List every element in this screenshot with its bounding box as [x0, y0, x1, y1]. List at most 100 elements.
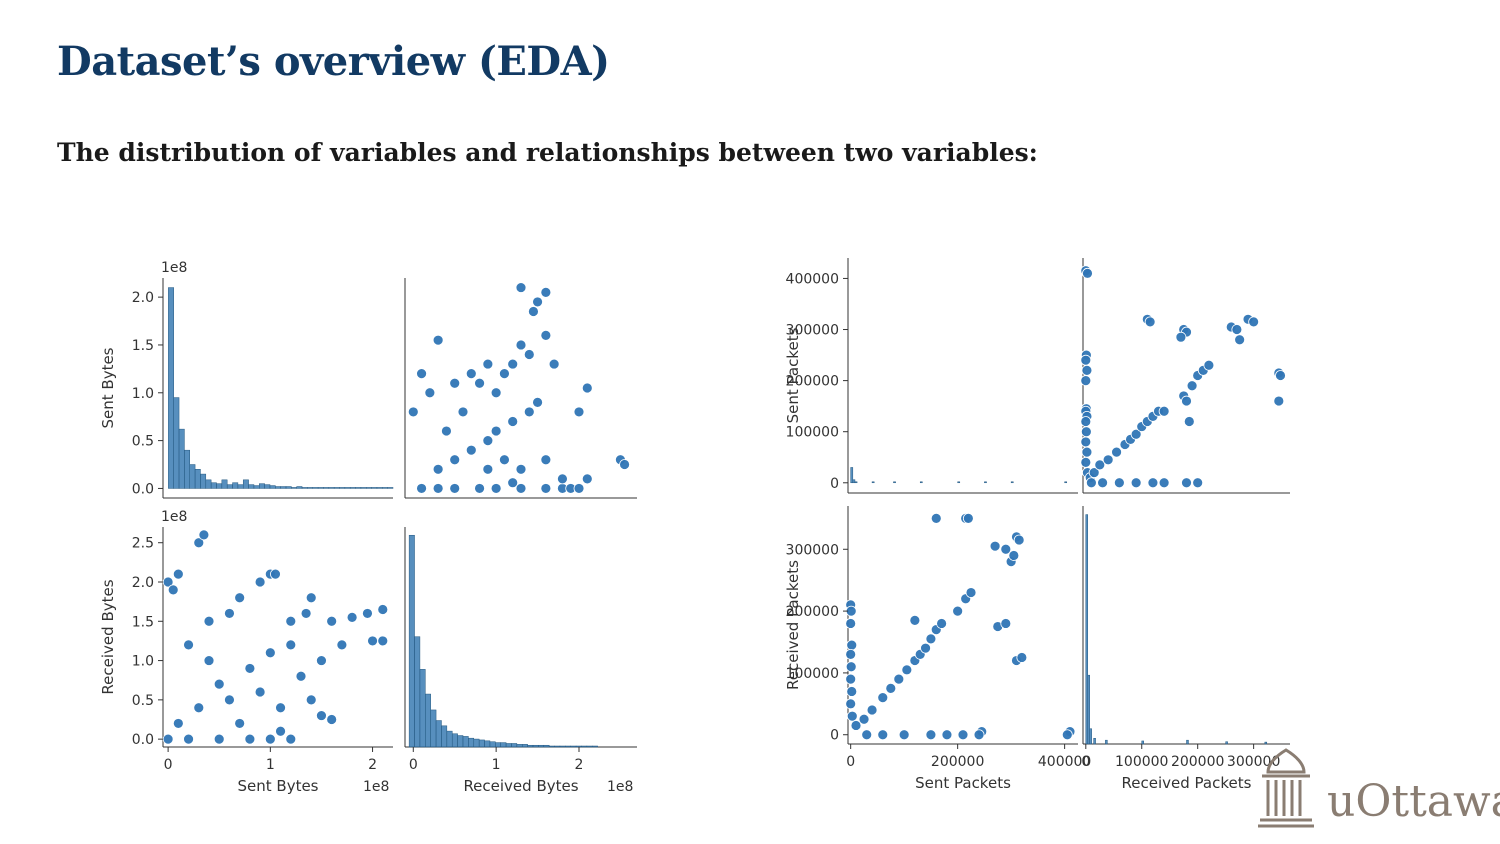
panel-1-1-point-27: [1158, 405, 1170, 417]
panel-1-1-point-47: [1273, 395, 1285, 407]
panel-1-2-point-11: [858, 713, 870, 725]
panel-0-2-point-20: [367, 635, 378, 647]
panel-1-2-point-35: [1013, 534, 1025, 546]
panel-0-3-bar-15: [489, 741, 496, 748]
panel-0-1-point-29: [528, 306, 539, 317]
panel-0-2-point-5: [285, 733, 297, 745]
panel-0-0-bar-22: [285, 486, 292, 489]
panel-1-2-point-30: [989, 540, 1001, 552]
panel-0-1-point-16: [482, 435, 494, 447]
panel-0-2-point-38: [254, 686, 266, 698]
panel-1-2-point-19: [920, 642, 931, 654]
panel-1-1-point-53: [1181, 477, 1192, 489]
panel-0-1-point-30: [540, 329, 552, 341]
panel-1-1-point-29: [1181, 395, 1192, 407]
panel-0-0-bar-21: [280, 486, 287, 489]
logo-text: uOttawa: [1327, 776, 1500, 827]
panel-1-1-point-31: [1186, 380, 1198, 392]
panel-0-0-bar-25: [301, 487, 308, 489]
panel-1-1-point-19: [1111, 446, 1122, 458]
panel-0-3-bar-27: [554, 745, 561, 748]
panel-0-1-point-14: [449, 454, 461, 466]
panel-0-1-point-44: [499, 454, 510, 466]
panel-1-1-point-1: [1082, 267, 1093, 279]
panel-1-0-ytick-label-0: 0: [830, 476, 839, 492]
panel-0-2-point-44: [275, 725, 286, 737]
panel-0-1-point-27: [540, 286, 552, 298]
panel-0-0-bar-11: [226, 484, 233, 489]
panel-0-3-bar-13: [478, 739, 485, 748]
panel-0-2-point-29: [326, 714, 338, 725]
panel-0-3-bar-3: [425, 693, 431, 748]
panel-1-2-point-13: [877, 692, 889, 704]
panel-0-1-point-47: [465, 368, 477, 380]
panel-1-1-point-39: [1175, 331, 1187, 343]
panel-0-0-bar-38: [371, 487, 378, 489]
panel-1-1-point-50: [1130, 477, 1142, 489]
panel-1-0-ytick-label-2: 200000: [786, 374, 839, 390]
panel-1-2-point-48: [861, 729, 873, 741]
panel-0-3-bar-19: [511, 743, 518, 748]
panel-1-2-point-3: [846, 639, 858, 651]
panel-0-0-bar-35: [355, 487, 362, 489]
panel-1-2-point-33: [1008, 550, 1020, 561]
panel-0-0-bar-29: [323, 487, 330, 489]
panel-0-3-bar-29: [565, 745, 571, 748]
panel-1-1-point-46: [1275, 370, 1286, 381]
panel-0-2-point-16: [305, 592, 317, 604]
panel-0-2-point-35: [183, 639, 194, 651]
panel-0-3-bar-34: [592, 745, 598, 748]
panel-0-3-bar-26: [548, 745, 555, 748]
panel-1-1-point-17: [1094, 459, 1106, 471]
panel-0-1-point-24: [499, 368, 510, 380]
panel-1-2-point-15: [893, 673, 905, 685]
panel-0-0-bar-36: [360, 487, 367, 489]
panel-0-1-point-36: [619, 459, 630, 470]
panel-0-2-point-17: [326, 615, 338, 627]
panel-1-2-point-8: [845, 698, 857, 710]
panel-0-3-bar-8: [451, 733, 458, 748]
panel-0-1-point-3: [474, 483, 485, 494]
panel-0-1-point-18: [507, 416, 519, 427]
panel-1-2-point-47: [877, 729, 889, 741]
panel-0-3-bar-22: [527, 744, 534, 748]
panel-0-0-bar-17: [259, 483, 265, 489]
panel-1-2-ytick-label-1: 100000: [786, 666, 839, 682]
panel-0-0-bar-34: [349, 487, 356, 489]
panel-0-1-point-0: [416, 483, 427, 494]
panel-0-2-point-39: [275, 702, 286, 714]
panel-1-1-point-55: [1085, 477, 1097, 489]
panel-0-2-point-36: [203, 655, 215, 666]
panel-0-0-bar-24: [296, 486, 303, 489]
panel-1-1-point-10: [1080, 426, 1092, 438]
panel-0-0-ytick-label-4: 2.0: [132, 290, 154, 306]
panel-1-2-point-49: [925, 729, 937, 741]
panel-0-2-point-27: [305, 694, 317, 706]
panel-1-1-point-42: [1234, 334, 1246, 346]
panel-0-0-bar-6: [200, 473, 207, 489]
panel-1-2-point-10: [850, 720, 862, 731]
panel-0-2-point-19: [362, 608, 373, 619]
panel-1-3-bar-6: [1186, 739, 1189, 745]
panel-0-0-bar-13: [237, 484, 244, 489]
panel-1-3-bar-2: [1089, 728, 1092, 745]
panel-1-3-bar-1: [1087, 674, 1090, 745]
panel-1-1-point-12: [1081, 446, 1093, 458]
panel-1-1-point-9: [1080, 416, 1092, 427]
panel-1-1-point-51: [1147, 477, 1159, 489]
panel-1-1-point-11: [1080, 436, 1092, 448]
panel-1-0-bar-0: [850, 467, 854, 484]
panel-0-0-bar-5: [194, 469, 201, 489]
panel-1-1-point-18: [1102, 454, 1114, 466]
panel-0-2-point-2: [213, 733, 225, 745]
panel-1-0-bar-9: [1064, 481, 1068, 484]
panel-0-2-point-33: [193, 702, 205, 714]
panel-0-1-point-12: [557, 473, 568, 485]
panel-1-1-point-44: [1248, 316, 1260, 328]
fig-0-offset-x1: 1e8: [363, 779, 389, 795]
panel-1-2-point-27: [952, 605, 964, 617]
panel-1-2-point-43: [973, 729, 985, 741]
panel-0-3-bar-4: [430, 709, 437, 748]
panel-1-3-xtick-label-1: 100000: [1115, 754, 1168, 770]
